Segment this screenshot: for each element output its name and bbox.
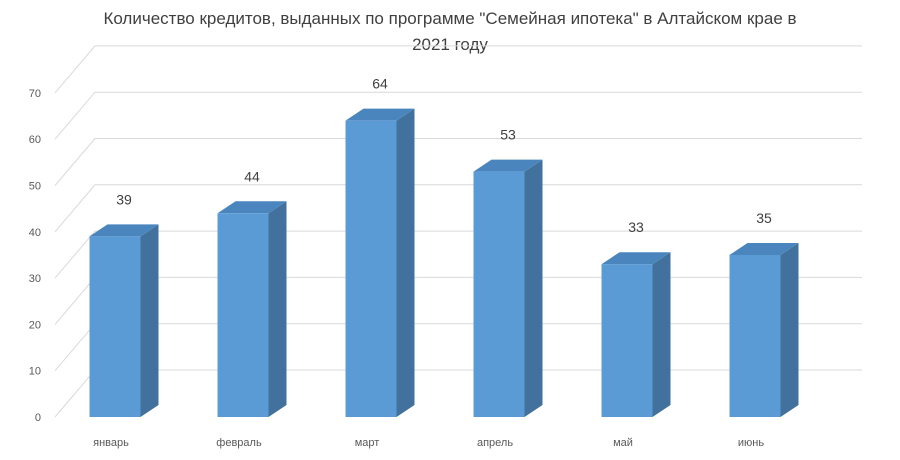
bar <box>345 120 397 418</box>
bar-side <box>652 252 671 417</box>
y-tick-label: 0 <box>35 412 41 424</box>
data-label: 53 <box>500 127 516 143</box>
y-tick-label: 20 <box>29 319 41 331</box>
data-label: 33 <box>628 219 644 235</box>
bar <box>217 213 269 417</box>
x-tick-label: май <box>613 437 633 449</box>
gridline <box>54 184 862 233</box>
bar-top <box>473 159 543 172</box>
x-tick-label: март <box>355 437 380 449</box>
bar-side <box>396 108 415 418</box>
gridline <box>54 45 862 94</box>
bars <box>89 108 799 418</box>
y-tick-label: 30 <box>29 273 41 285</box>
bar-side <box>780 242 799 417</box>
bar-top <box>217 201 287 214</box>
y-tick-label: 10 <box>29 366 41 378</box>
y-tick-label: 40 <box>29 227 41 239</box>
x-tick-label: февраль <box>216 437 262 449</box>
bar <box>601 264 653 417</box>
x-tick-label: апрель <box>477 437 513 449</box>
y-tick-label: 50 <box>29 181 41 193</box>
bar-top <box>729 242 799 255</box>
gridline <box>54 230 862 279</box>
bar-side <box>524 159 543 418</box>
bar-group <box>473 159 543 418</box>
bar-top <box>89 224 159 237</box>
x-axis-tick-labels: январь февраль март апрель май июнь <box>93 437 764 449</box>
gridline <box>54 91 862 140</box>
y-tick-label: 60 <box>29 134 41 146</box>
chart-title: Количество кредитов, выданных по програм… <box>103 9 797 54</box>
bar <box>729 254 781 417</box>
bar-group <box>89 224 159 417</box>
x-tick-label: январь <box>93 437 129 449</box>
data-label: 39 <box>116 191 132 207</box>
x-tick-label: июнь <box>738 437 764 449</box>
bar-group <box>729 242 799 417</box>
bar-side <box>268 201 287 417</box>
data-label: 44 <box>244 168 260 184</box>
gridline <box>54 138 862 186</box>
data-labels: 39 44 64 53 33 35 <box>116 76 772 236</box>
bar <box>473 171 525 417</box>
y-tick-label: 70 <box>29 88 41 100</box>
bar <box>89 236 141 417</box>
bar-side <box>140 224 159 417</box>
bar-top <box>601 252 671 265</box>
bar-top <box>345 108 415 121</box>
bar-group <box>217 201 287 417</box>
y-axis-tick-labels: 0 10 20 30 40 50 60 70 <box>29 88 41 424</box>
data-label: 35 <box>756 210 772 226</box>
bar-group <box>345 108 415 418</box>
data-label: 64 <box>372 76 388 92</box>
bar-group <box>601 252 671 417</box>
